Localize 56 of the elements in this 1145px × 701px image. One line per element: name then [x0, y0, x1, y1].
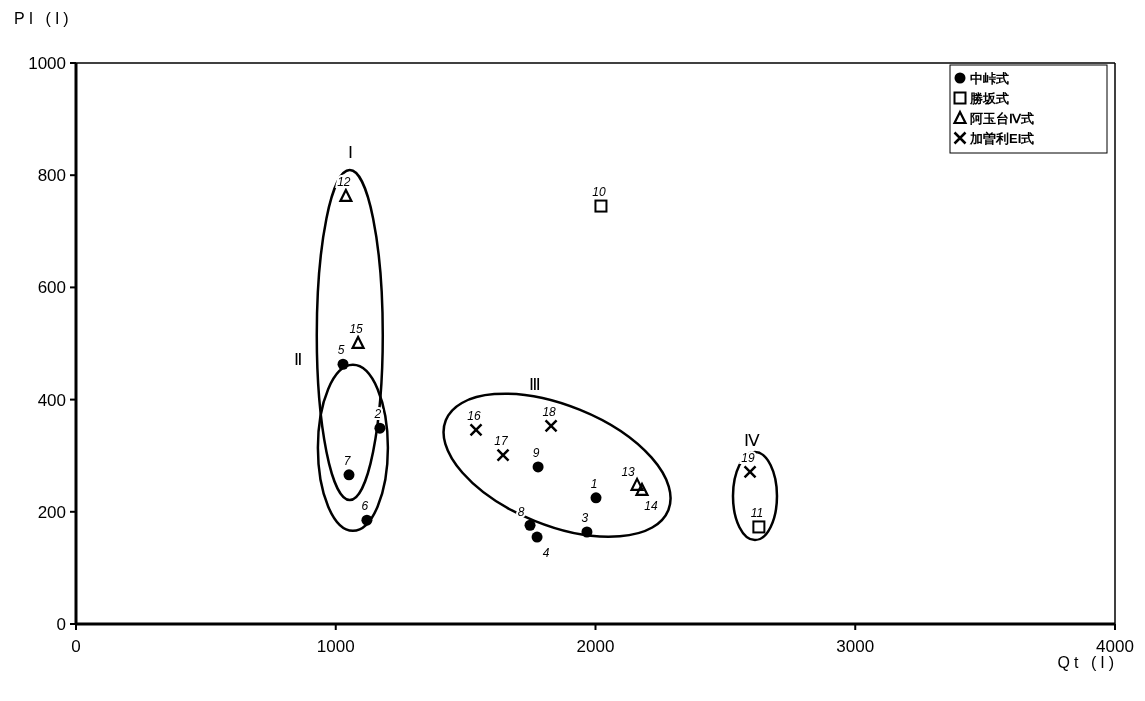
x-tick-label: 2000 [576, 637, 615, 656]
point [635, 482, 649, 497]
point [339, 188, 353, 203]
annotation: 15 [349, 321, 364, 336]
annotation: 17 [494, 434, 510, 449]
annotation: Ⅱ [294, 349, 303, 369]
point [374, 422, 386, 434]
point [752, 520, 766, 534]
x-tick-label: 3000 [836, 637, 875, 656]
legend-label: 中峠式 [970, 71, 1009, 86]
y-tick-label: 400 [37, 390, 66, 410]
y-tick-label: 800 [37, 166, 66, 186]
point [590, 492, 602, 504]
annotation: 12 [337, 174, 351, 189]
point [594, 199, 608, 213]
annotation: Ⅳ [744, 430, 761, 450]
y-axis-title: PI (I) [14, 10, 73, 27]
annotation: 11 [750, 505, 764, 520]
x-tick-label: 4000 [1096, 637, 1134, 656]
x-axis-title: Qt (I) [1057, 654, 1118, 671]
point [361, 514, 373, 526]
annotation: 9 [532, 445, 540, 460]
x-tick-label: 0 [71, 637, 81, 656]
point [630, 477, 644, 491]
y-tick-label: 600 [37, 278, 66, 298]
y-tick-label: 0 [56, 615, 66, 634]
point [469, 423, 483, 437]
point [743, 465, 757, 479]
x-tick-label: 1000 [316, 637, 355, 656]
annotation: 16 [467, 408, 482, 423]
y-tick-label: 200 [37, 502, 66, 522]
point [343, 469, 355, 481]
point [531, 531, 543, 543]
annotation: 5 [337, 343, 345, 358]
legend-label: 加曽利EI式 [969, 131, 1035, 146]
y-tick-label: 1000 [28, 54, 66, 73]
annotation: 10 [592, 185, 606, 200]
annotation: 6 [361, 499, 369, 514]
point [532, 461, 544, 473]
point [581, 526, 593, 538]
point [524, 519, 536, 531]
annotation: 4 [542, 546, 550, 561]
annotation: 3 [581, 511, 589, 525]
legend-label: 勝坂式 [969, 91, 1009, 106]
annotation: 14 [644, 498, 658, 513]
point [544, 419, 558, 433]
legend-label: 阿玉台Ⅳ式 [970, 111, 1034, 126]
annotation: 18 [542, 404, 557, 419]
annotation: Ⅰ [347, 142, 353, 162]
point [351, 335, 365, 350]
point [337, 358, 349, 370]
annotation: Ⅲ [528, 375, 541, 395]
annotation: 1 [590, 476, 598, 491]
point [496, 448, 510, 462]
annotation: 13 [621, 464, 636, 479]
annotation: 7 [343, 453, 352, 468]
